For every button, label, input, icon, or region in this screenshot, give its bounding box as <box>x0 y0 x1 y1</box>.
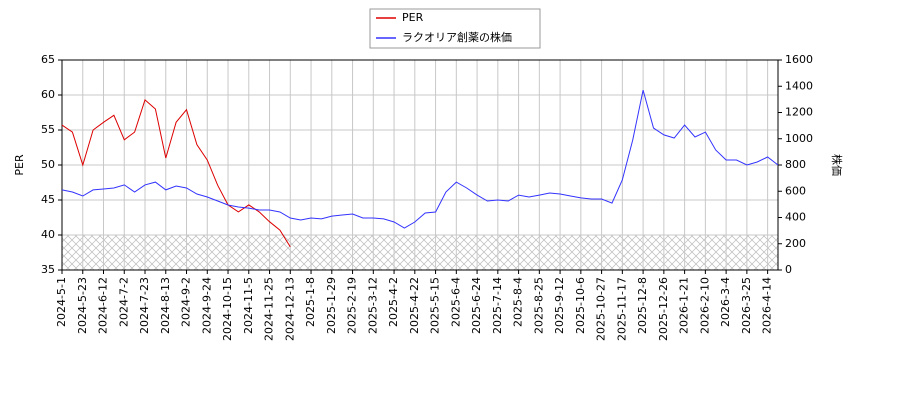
x-tick-label: 2025-10-6 <box>574 277 587 334</box>
x-tick-label: 2024-5-1 <box>55 277 68 327</box>
x-tick-label: 2024-10-15 <box>221 277 234 341</box>
y2-tick-label: 1400 <box>785 79 813 92</box>
legend-label: PER <box>402 11 424 24</box>
x-tick-label: 2025-8-4 <box>512 277 525 327</box>
x-tick-label: 2024-12-13 <box>283 277 296 341</box>
x-tick-label: 2026-3-25 <box>740 277 753 334</box>
x-tick-label: 2025-11-17 <box>615 277 628 341</box>
y2-tick-label: 800 <box>785 158 806 171</box>
x-tick-label: 2025-1-29 <box>325 277 338 334</box>
y2-tick-label: 1000 <box>785 132 813 145</box>
y-tick-label: 50 <box>41 158 55 171</box>
y-tick-label: 65 <box>41 53 55 66</box>
x-tick-label: 2025-6-24 <box>470 277 483 334</box>
x-tick-label: 2025-9-12 <box>553 277 566 334</box>
y2-axis-label: 株価 <box>830 154 844 176</box>
y-tick-label: 45 <box>41 193 55 206</box>
x-tick-label: 2025-6-4 <box>449 277 462 327</box>
y2-tick-label: 1200 <box>785 106 813 119</box>
x-tick-label: 2024-7-2 <box>117 277 130 327</box>
x-tick-label: 2025-4-2 <box>387 277 400 327</box>
x-tick-label: 2024-8-13 <box>159 277 172 334</box>
x-tick-label: 2026-2-10 <box>698 277 711 334</box>
x-tick-label: 2026-4-14 <box>761 277 774 334</box>
x-tick-label: 2024-7-23 <box>138 277 151 334</box>
x-tick-label: 2025-3-12 <box>366 277 379 334</box>
legend-label: ラクオリア創薬の株価 <box>402 30 512 44</box>
legend: PER ラクオリア創薬の株価 <box>369 8 541 49</box>
legend-box <box>369 8 541 49</box>
line-series <box>61 89 779 229</box>
x-tick-label: 2025-4-22 <box>408 277 421 334</box>
x-tick-label: 2025-2-19 <box>346 277 359 334</box>
y2-tick-label: 0 <box>785 263 792 276</box>
x-tick-label: 2026-3-4 <box>719 277 732 327</box>
x-tick-label: 2024-5-23 <box>76 277 89 334</box>
x-tick-label: 2025-8-25 <box>532 277 545 334</box>
x-tick-label: 2025-10-27 <box>595 277 608 341</box>
x-tick-label: 2025-1-8 <box>304 277 317 327</box>
y2-tick-label: 400 <box>785 211 806 224</box>
x-tick-label: 2025-12-8 <box>636 277 649 334</box>
line-series <box>61 99 291 248</box>
x-tick-label: 2025-5-15 <box>429 277 442 334</box>
x-tick-label: 2025-7-14 <box>491 277 504 334</box>
y-tick-label: 40 <box>41 228 55 241</box>
y-tick-label: 60 <box>41 88 55 101</box>
y-axis-label: PER <box>13 154 26 176</box>
x-tick-label: 2024-6-12 <box>97 277 110 334</box>
x-tick-label: 2024-11-5 <box>242 277 255 334</box>
y-tick-label: 55 <box>41 123 55 136</box>
x-tick-label: 2025-12-26 <box>657 277 670 341</box>
x-tick-label: 2026-1-21 <box>678 277 691 334</box>
y-tick-label: 35 <box>41 263 55 276</box>
y2-tick-label: 1600 <box>785 53 813 66</box>
y2-tick-label: 200 <box>785 237 806 250</box>
y2-tick-label: 600 <box>785 184 806 197</box>
x-tick-label: 2024-11-25 <box>263 277 276 341</box>
x-tick-label: 2024-9-24 <box>200 277 213 334</box>
x-tick-label: 2024-9-2 <box>180 277 193 327</box>
shaded-region <box>62 235 778 270</box>
